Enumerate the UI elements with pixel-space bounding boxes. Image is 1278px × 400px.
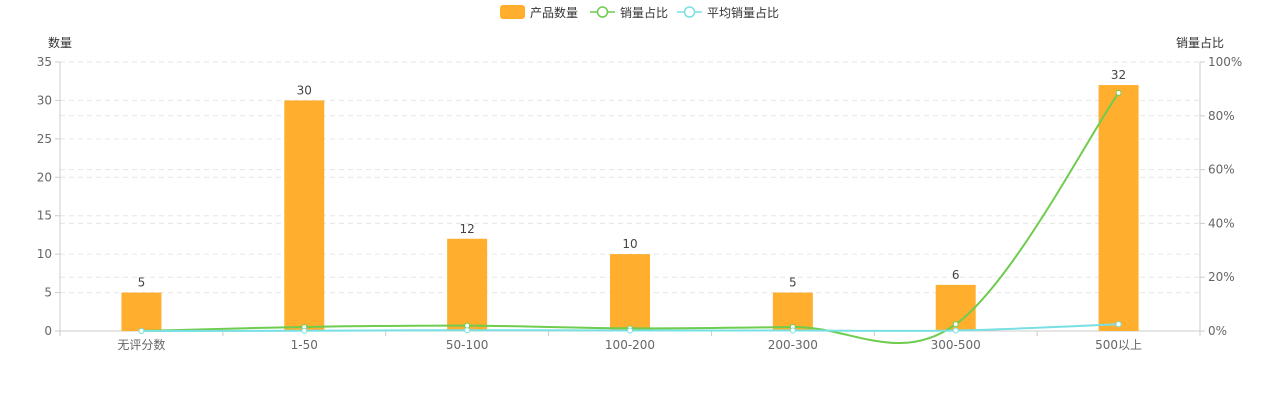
y-right-tick-label: 60% bbox=[1208, 163, 1235, 177]
x-tick-label: 无评分数 bbox=[117, 337, 165, 352]
bar[interactable] bbox=[121, 292, 162, 331]
avg-sales-share-line-point[interactable] bbox=[627, 327, 633, 334]
x-tick-label: 50-100 bbox=[446, 338, 489, 352]
avg-sales-share-line-point[interactable] bbox=[464, 327, 471, 334]
bar[interactable] bbox=[1098, 85, 1139, 331]
legend-label-avg-sales-share: 平均销量占比 bbox=[707, 5, 780, 20]
legend: 产品数量 销量占比 平均销量占比 bbox=[0, 2, 1278, 22]
avg-sales-share-line-point[interactable] bbox=[138, 328, 145, 334]
avg-sales-share-line-point[interactable] bbox=[301, 327, 308, 334]
bar-value-label: 30 bbox=[297, 83, 312, 97]
avg-sales-share-line-point[interactable] bbox=[789, 327, 796, 334]
x-tick-label: 200-300 bbox=[768, 338, 818, 352]
y-right-tick-label: 20% bbox=[1208, 270, 1235, 284]
bar-value-label: 6 bbox=[952, 268, 960, 282]
line-circle-icon bbox=[590, 6, 615, 18]
avg-sales-share-line-point[interactable] bbox=[952, 327, 959, 334]
y-left-tick-label: 5 bbox=[44, 286, 52, 300]
y-right-tick-label: 80% bbox=[1208, 109, 1235, 123]
y-left-tick-label: 35 bbox=[37, 55, 52, 69]
avg-sales-share-line-point[interactable] bbox=[1115, 321, 1122, 328]
y-left-tick-label: 30 bbox=[37, 93, 52, 107]
y-right-axis-title: 销量占比 bbox=[1176, 36, 1225, 50]
x-tick-label: 300-500 bbox=[931, 338, 981, 352]
bar-value-label: 12 bbox=[460, 222, 475, 236]
legend-item-sales-share[interactable]: 销量占比 bbox=[590, 2, 668, 22]
bar-value-label: 5 bbox=[138, 276, 146, 290]
bar[interactable] bbox=[284, 100, 325, 331]
y-left-tick-label: 25 bbox=[37, 132, 52, 146]
bar[interactable] bbox=[447, 238, 488, 331]
x-tick-label: 100-200 bbox=[605, 338, 655, 352]
sales-share-line-point[interactable] bbox=[952, 321, 959, 328]
bar-swatch-icon bbox=[500, 5, 525, 19]
bar-value-label: 32 bbox=[1111, 68, 1126, 82]
y-left-tick-label: 0 bbox=[44, 324, 52, 338]
legend-label-products: 产品数量 bbox=[530, 5, 579, 20]
legend-label-sales-share: 销量占比 bbox=[620, 5, 669, 20]
sales-share-line-point[interactable] bbox=[1115, 89, 1122, 96]
y-left-tick-label: 10 bbox=[37, 247, 52, 261]
y-right-tick-label: 40% bbox=[1208, 216, 1235, 230]
y-left-tick-label: 15 bbox=[37, 209, 52, 223]
x-tick-label: 1-50 bbox=[291, 338, 318, 352]
line-circle-icon bbox=[677, 6, 702, 18]
x-tick-label: 500以上 bbox=[1095, 338, 1142, 352]
legend-item-avg-sales-share[interactable]: 平均销量占比 bbox=[677, 2, 779, 22]
bar-value-label: 5 bbox=[789, 276, 797, 290]
y-right-tick-label: 100% bbox=[1208, 55, 1242, 69]
bar[interactable] bbox=[610, 254, 650, 331]
y-right-tick-label: 0% bbox=[1208, 324, 1227, 338]
bar-value-label: 10 bbox=[622, 237, 637, 251]
legend-item-products[interactable]: 产品数量 bbox=[500, 2, 578, 22]
y-left-tick-label: 20 bbox=[37, 170, 52, 184]
y-left-axis-title: 数量 bbox=[48, 36, 73, 50]
